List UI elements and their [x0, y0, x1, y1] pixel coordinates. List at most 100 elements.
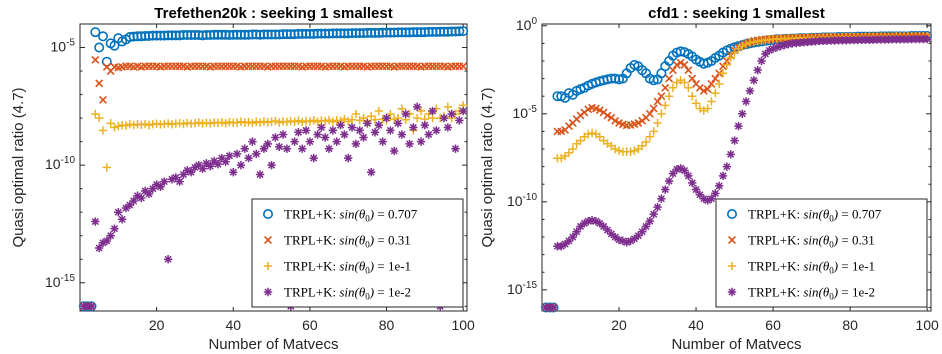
y-tick-label: 10-15 — [507, 280, 537, 297]
x-tick-label: 20 — [149, 317, 165, 333]
data-point — [734, 121, 743, 131]
data-point — [91, 55, 100, 64]
x-tick-label: 80 — [842, 317, 858, 333]
legend: TRPL+K: sin(θ0) = 0.707 TRPL+K: sin(θ0) =… — [715, 198, 928, 308]
legend-entry: TRPL+K: sin(θ0) = 1e-1 — [284, 259, 411, 276]
data-point — [714, 79, 724, 89]
data-point — [298, 117, 307, 127]
data-point — [133, 191, 142, 200]
data-point — [275, 118, 284, 127]
data-point — [630, 146, 639, 155]
legend-marker — [264, 236, 272, 244]
data-point — [125, 120, 135, 129]
data-point — [922, 34, 932, 44]
data-point — [378, 137, 387, 146]
data-point — [236, 160, 246, 170]
data-point — [587, 216, 597, 225]
data-point — [405, 139, 414, 149]
data-point — [780, 40, 789, 50]
data-point — [347, 123, 357, 132]
data-point — [225, 117, 234, 127]
data-point — [156, 182, 165, 192]
data-point — [428, 106, 437, 116]
data-point — [355, 126, 364, 135]
data-point — [768, 44, 778, 53]
data-point — [374, 106, 384, 116]
data-point — [641, 137, 651, 147]
data-point — [661, 83, 670, 92]
y-tick-label: 10-5 — [51, 38, 76, 55]
data-point — [309, 116, 318, 125]
data-point — [714, 181, 724, 191]
data-point — [447, 109, 456, 119]
chart-panel-1: Trefethen20k : seeking 1 smallest 20 40 60 8… — [10, 5, 475, 353]
data-point — [183, 166, 192, 175]
data-point — [610, 144, 620, 154]
data-point — [232, 118, 242, 127]
data-point — [772, 43, 782, 52]
data-point — [99, 95, 107, 104]
data-point — [688, 74, 697, 83]
y-tick-label: 10-5 — [513, 104, 538, 121]
data-point — [217, 118, 226, 127]
data-point — [707, 79, 716, 88]
data-point — [298, 144, 307, 153]
data-point — [240, 144, 249, 153]
y-tick-label: 10-10 — [507, 192, 537, 209]
data-point — [91, 217, 100, 226]
data-point — [455, 116, 464, 125]
data-point — [152, 180, 161, 189]
data-point — [726, 150, 735, 159]
data-point — [271, 133, 280, 142]
legend-marker — [263, 287, 273, 297]
data-point — [757, 56, 766, 66]
data-point — [140, 119, 150, 129]
chart-panel-2: cfd1 : seeking 1 smallest 20 40 60 80 100 10-1… — [479, 5, 939, 353]
data-point — [102, 236, 112, 246]
data-point — [564, 148, 574, 158]
data-point — [393, 119, 403, 128]
data-point — [271, 116, 280, 126]
data-point — [278, 130, 288, 139]
data-point — [95, 79, 104, 88]
data-point — [252, 117, 261, 126]
data-point — [397, 130, 407, 139]
data-point — [259, 144, 269, 153]
legend-entry: TRPL+K: sin(θ0) = 0.31 — [284, 233, 411, 250]
data-point — [595, 106, 604, 115]
data-point — [645, 132, 655, 141]
legend-entry: TRPL+K: sin(θ0) = 1e-2 — [748, 285, 875, 302]
data-point — [370, 115, 380, 124]
data-point — [367, 168, 376, 177]
data-point — [309, 153, 318, 163]
data-point — [722, 162, 732, 171]
data-point — [206, 119, 215, 128]
data-point — [776, 41, 785, 51]
data-point — [610, 232, 620, 242]
data-point — [761, 49, 770, 59]
data-point — [568, 232, 578, 242]
data-point — [290, 137, 299, 146]
data-point — [730, 136, 739, 145]
data-point — [97, 31, 108, 42]
data-point — [248, 137, 257, 146]
x-tick-label: 60 — [765, 317, 781, 333]
data-point — [680, 78, 689, 87]
data-point — [576, 222, 585, 231]
data-point — [389, 146, 399, 156]
data-point — [622, 238, 631, 247]
data-point — [106, 231, 115, 240]
data-point — [607, 229, 616, 239]
legend-marker — [728, 236, 736, 244]
data-point — [363, 119, 372, 128]
data-point — [252, 149, 261, 159]
data-point — [194, 118, 203, 127]
data-point — [641, 222, 651, 231]
data-point — [344, 153, 353, 163]
data-point — [726, 53, 735, 63]
data-point — [305, 117, 315, 126]
x-tick-label: 40 — [688, 317, 704, 333]
data-point — [730, 48, 739, 57]
data-point — [98, 126, 108, 135]
